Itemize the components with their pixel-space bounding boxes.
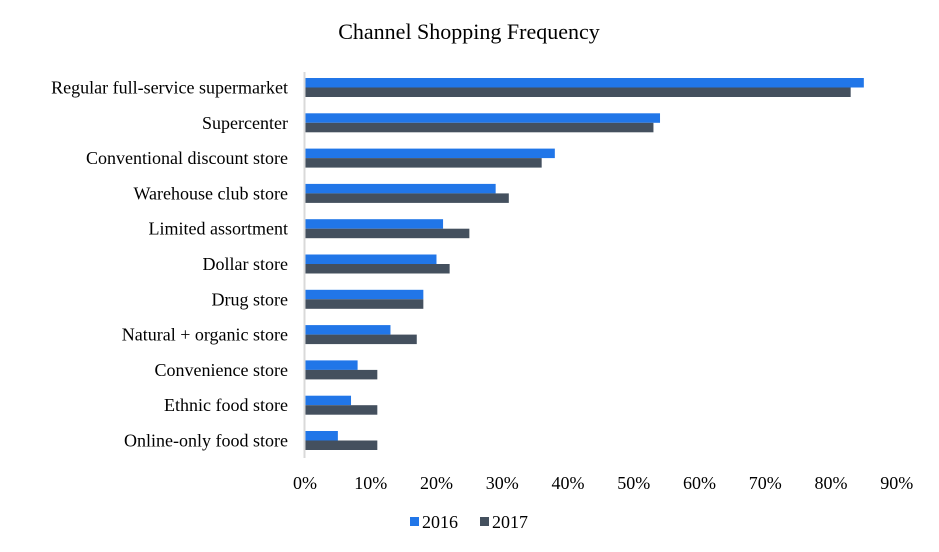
x-tick-label: 80% <box>814 473 847 493</box>
legend-swatch-2016 <box>410 517 419 526</box>
bars-layer <box>305 78 864 450</box>
legend: 2016 2017 <box>410 512 528 532</box>
bar-2016-2 <box>305 148 555 159</box>
bar-2016-8 <box>305 360 358 370</box>
bar-2016-3 <box>305 183 496 194</box>
bar-2017-6 <box>305 299 424 309</box>
category-label: Natural + organic store <box>122 325 288 345</box>
bar-2016-7 <box>305 325 391 335</box>
category-label: Limited assortment <box>149 219 288 239</box>
category-label: Dollar store <box>203 254 288 274</box>
category-label: Convenience store <box>155 360 288 380</box>
x-tick-label: 10% <box>354 473 387 493</box>
category-label: Drug store <box>212 289 288 309</box>
legend-label-2016: 2016 <box>422 512 458 532</box>
x-tick-label: 70% <box>749 473 782 493</box>
bar-2016-4 <box>305 219 444 229</box>
bar-2016-10 <box>305 431 338 441</box>
bar-2017-4 <box>305 228 470 239</box>
category-label: Warehouse club store <box>134 183 289 203</box>
category-label: Ethnic food store <box>164 395 288 415</box>
x-tick-label: 30% <box>486 473 519 493</box>
x-tick-label: 90% <box>880 473 913 493</box>
bar-2016-6 <box>305 289 424 300</box>
bar-2016-9 <box>305 395 352 406</box>
x-tick-label: 60% <box>683 473 716 493</box>
bar-2017-10 <box>305 440 378 450</box>
x-tick-label: 50% <box>617 473 650 493</box>
category-labels: Regular full-service supermarket Supercen… <box>51 78 288 451</box>
bar-2017-2 <box>305 158 542 168</box>
x-tick-labels: 0% 10% 20% 30% 40% 50% 60% 70% 80% 90% <box>293 473 913 493</box>
category-label: Conventional discount store <box>86 148 288 168</box>
bar-2017-9 <box>305 405 378 415</box>
bar-2017-3 <box>305 193 509 203</box>
x-tick-label: 40% <box>551 473 584 493</box>
chart-title: Channel Shopping Frequency <box>338 19 600 44</box>
category-label: Supercenter <box>202 113 288 133</box>
bar-2017-0 <box>305 87 851 97</box>
category-label: Online-only food store <box>124 431 288 451</box>
bar-2016-0 <box>305 78 864 88</box>
legend-swatch-2017 <box>480 517 489 526</box>
bar-2017-8 <box>305 369 378 380</box>
legend-label-2017: 2017 <box>492 512 528 532</box>
x-tick-label: 0% <box>293 473 317 493</box>
bar-2017-5 <box>305 264 450 274</box>
x-tick-label: 20% <box>420 473 453 493</box>
bar-2017-1 <box>305 122 654 133</box>
bar-2017-7 <box>305 334 417 345</box>
bar-2016-5 <box>305 254 437 264</box>
bar-2016-1 <box>305 113 661 123</box>
category-label: Regular full-service supermarket <box>51 78 288 98</box>
